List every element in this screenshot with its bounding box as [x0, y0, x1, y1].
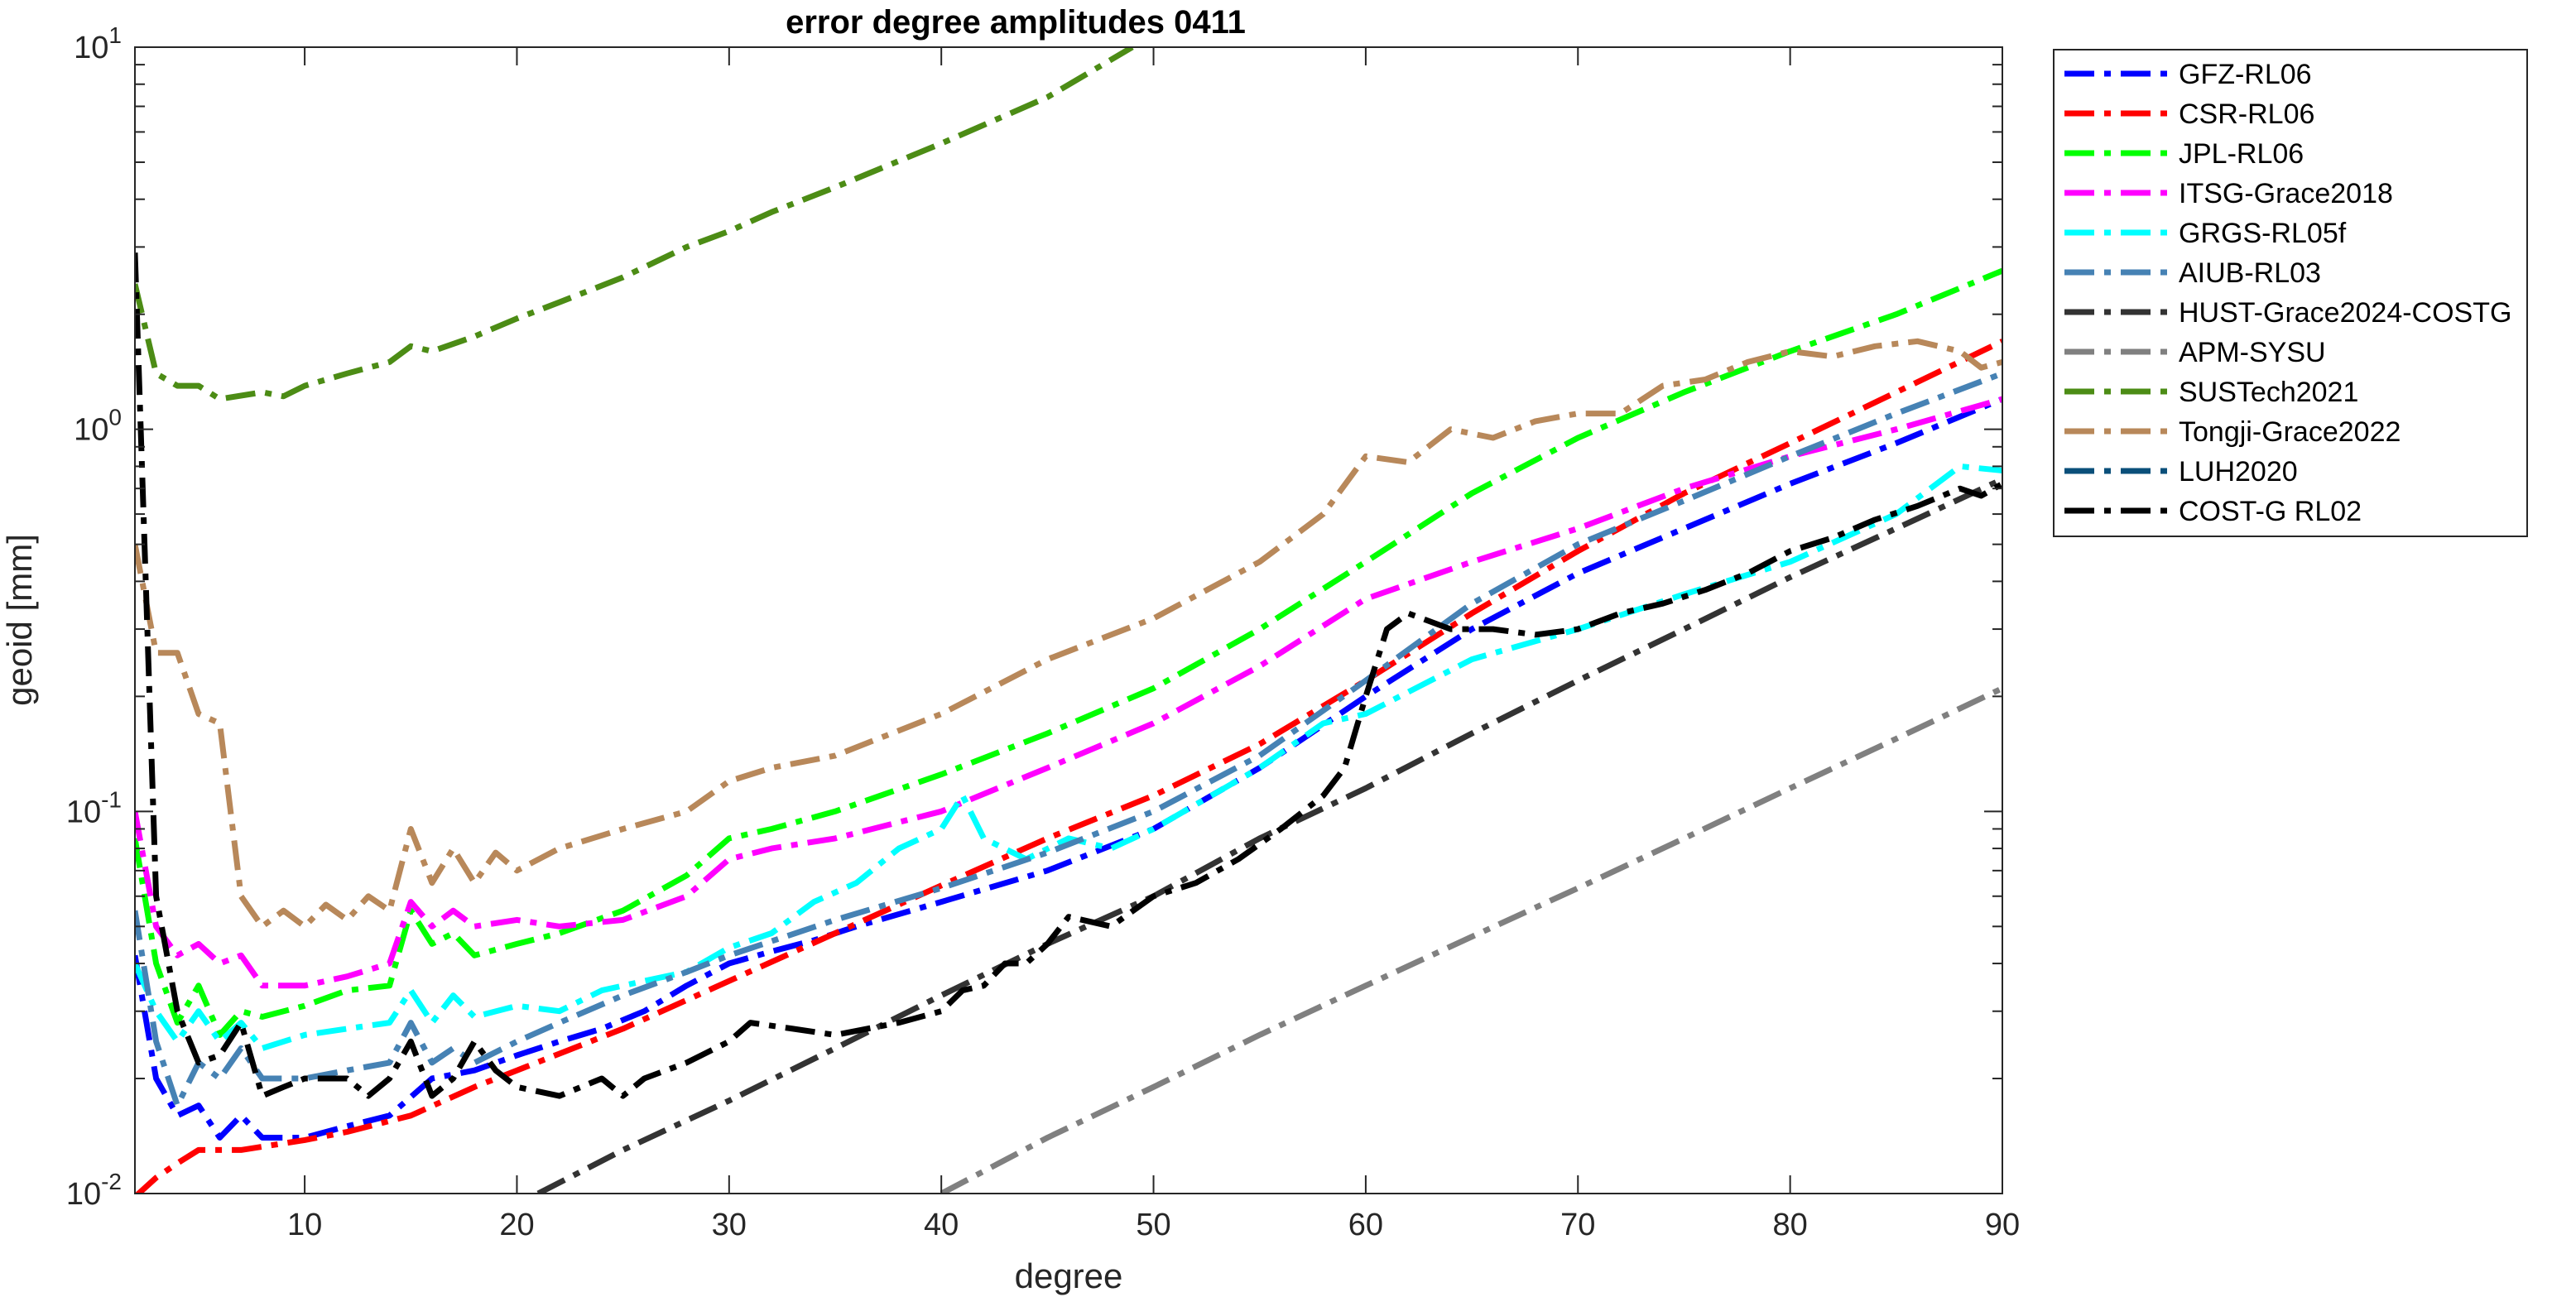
series-line-9 — [135, 338, 2002, 930]
y-tick-exponent: 1 — [108, 22, 122, 48]
legend-label-3: ITSG-Grace2018 — [2179, 178, 2393, 209]
y-tick-label: 101 — [74, 22, 122, 65]
legend-label-4: GRGS-RL05f — [2179, 218, 2347, 249]
legend-label-5: AIUB-RL03 — [2179, 257, 2321, 289]
legend-box — [2053, 49, 2528, 537]
y-tick-base: 10 — [66, 795, 101, 829]
legend-label-0: GFZ-RL06 — [2179, 59, 2312, 90]
y-tick-base: 10 — [66, 1177, 101, 1212]
legend-label-1: CSR-RL06 — [2179, 98, 2314, 130]
legend-label-7: APM-SYSU — [2179, 337, 2326, 368]
legend-label-11: COST-G RL02 — [2179, 496, 2362, 527]
legend-label-8: SUSTech2021 — [2179, 377, 2358, 408]
series-line-8 — [135, 47, 1134, 402]
x-tick-label: 70 — [1560, 1208, 1595, 1242]
axes-background — [135, 47, 2002, 1194]
legend-label-9: Tongji-Grace2022 — [2179, 416, 2401, 448]
x-tick-label: 30 — [712, 1208, 747, 1242]
y-tick-base: 10 — [74, 31, 108, 65]
x-tick-label: 10 — [287, 1208, 322, 1242]
series-line-4 — [135, 463, 2002, 1051]
x-axis-label: degree — [1015, 1256, 1123, 1295]
y-tick-exponent: -2 — [101, 1169, 122, 1194]
y-tick-label: 10-1 — [66, 786, 122, 829]
x-tick-label: 90 — [1985, 1208, 2020, 1242]
legend-label-6: HUST-Grace2024-COSTG — [2179, 297, 2511, 329]
x-tick-label: 50 — [1136, 1208, 1170, 1242]
y-tick-label: 10-2 — [66, 1169, 122, 1212]
x-tick-label: 20 — [499, 1208, 534, 1242]
series-layer — [135, 47, 2002, 1194]
legend-items: GFZ-RL06 CSR-RL06 JPL-RL06 ITSG-Grace2018 GR… — [2064, 59, 2511, 527]
series-line-7 — [940, 685, 2002, 1194]
x-tick-label: 60 — [1348, 1208, 1383, 1242]
series-line-2 — [135, 267, 2002, 1038]
y-tick-exponent: 0 — [108, 405, 122, 430]
chart-title: error degree amplitudes 0411 — [786, 4, 1246, 41]
y-tick-exponent: -1 — [101, 786, 122, 812]
series-line-3 — [135, 396, 2002, 989]
x-tick-label: 80 — [1772, 1208, 1807, 1242]
series-line-11 — [135, 252, 2002, 1099]
axes-frame — [134, 46, 2003, 1194]
series-line-1 — [135, 339, 2002, 1194]
x-tick-label: 40 — [924, 1208, 959, 1242]
y-axis-label: geoid [mm] — [0, 534, 39, 706]
legend: GFZ-RL06 CSR-RL06 JPL-RL06 ITSG-Grace2018 GR… — [2053, 49, 2528, 537]
legend-label-10: LUH2020 — [2179, 456, 2298, 488]
y-tick-base: 10 — [74, 413, 108, 448]
y-tick-label: 100 — [74, 405, 122, 448]
series-line-0 — [135, 396, 2002, 1141]
series-line-5 — [135, 370, 2002, 1109]
legend-label-2: JPL-RL06 — [2179, 138, 2304, 170]
series-line-6 — [536, 476, 2002, 1194]
